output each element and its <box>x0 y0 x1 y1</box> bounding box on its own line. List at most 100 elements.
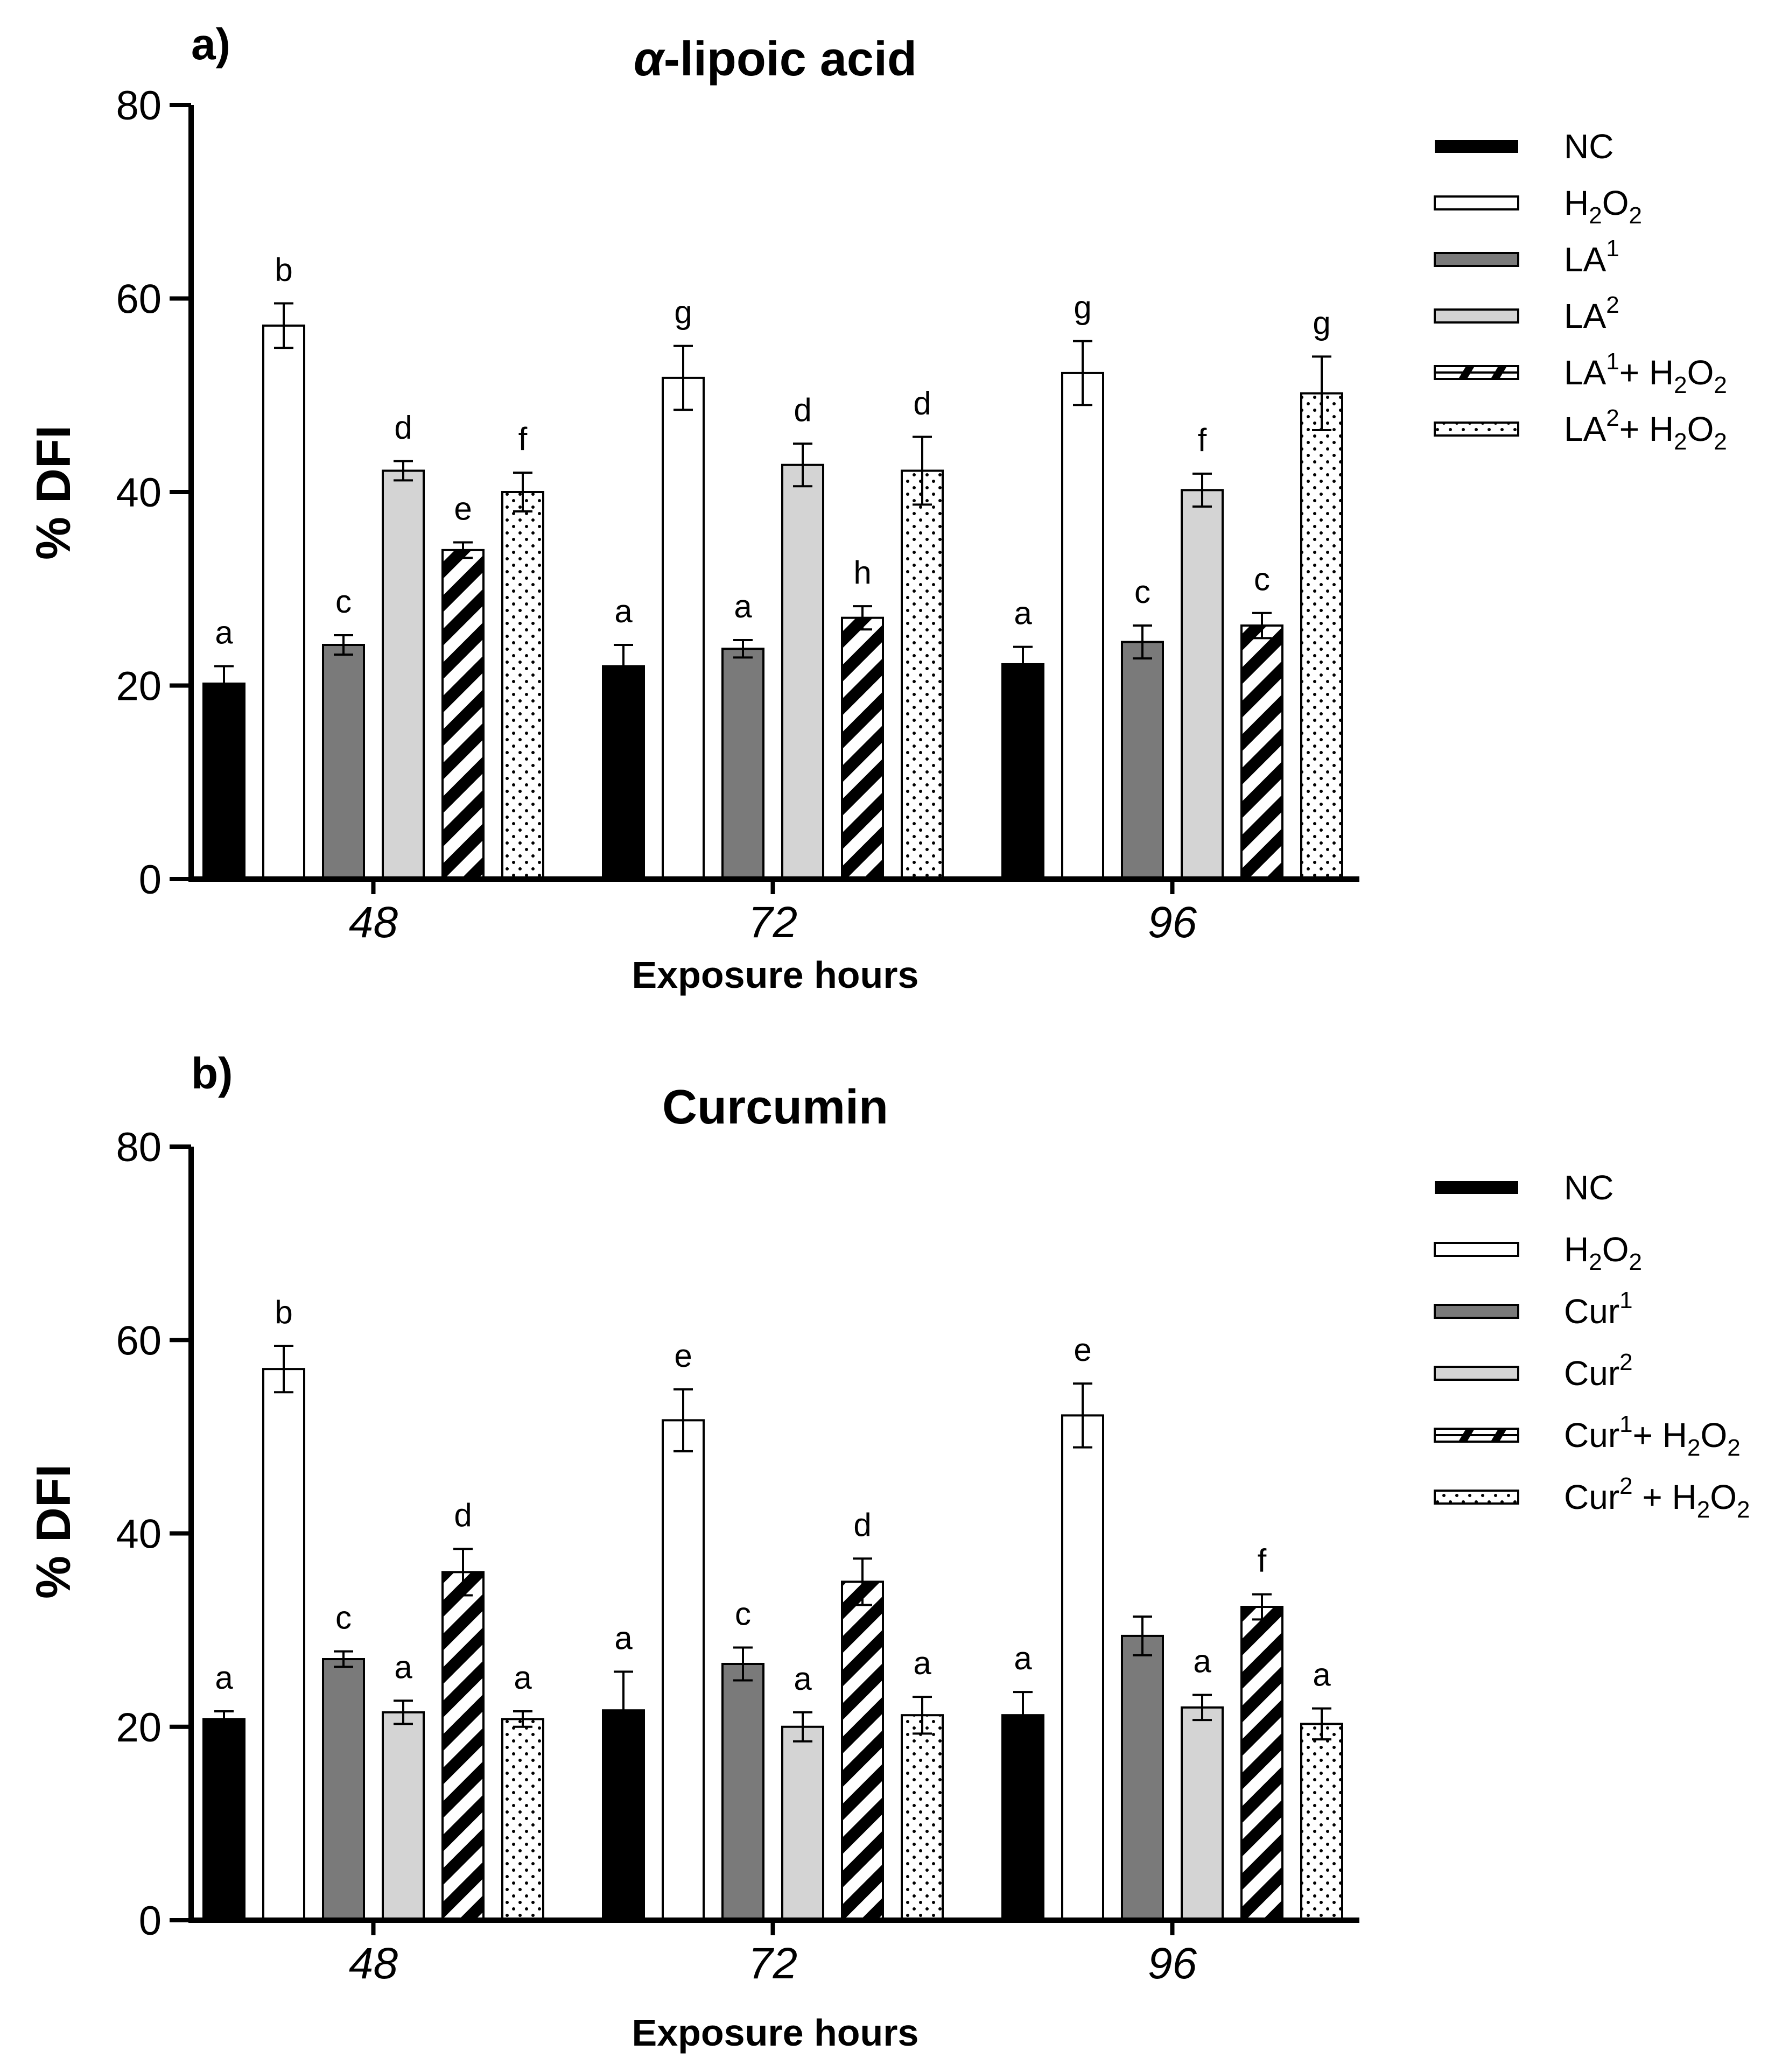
significance-label: g <box>674 294 692 331</box>
significance-label: a <box>215 615 233 651</box>
legend-item: H2O2 <box>1434 1230 1642 1275</box>
chart-title: Curcumin <box>662 1080 888 1134</box>
bar-la1-h2o2-96 <box>1240 624 1283 881</box>
panel-label: b) <box>191 1049 233 1098</box>
x-tick-label: 96 <box>1148 1939 1197 1988</box>
y-tick-label: 40 <box>116 470 162 516</box>
bar-nc-48 <box>202 682 245 881</box>
significance-label: b <box>275 1294 292 1330</box>
bar-nc-96 <box>1001 663 1044 880</box>
x-tick-label: 72 <box>748 898 797 947</box>
bar-la2-h2o2-48 <box>501 491 544 880</box>
bar-cur1-h2o2-72 <box>841 1581 884 1921</box>
x-axis-title: Exposure hours <box>632 954 919 996</box>
legend-label: LA1 <box>1564 235 1619 279</box>
legend-swatch <box>1435 1181 1518 1194</box>
legend-label: LA2 <box>1564 292 1619 335</box>
y-tick-label: 20 <box>116 1705 162 1751</box>
significance-label: a <box>1313 1657 1331 1693</box>
y-axis-title: % DFI <box>27 425 81 560</box>
legend: NC H2O2 LA1 LA2 LA1+ H2O2 LA2+ H2O2 <box>1434 127 1727 455</box>
panel-a: a) α-lipoic acid % DFI Exposure hours aa… <box>27 20 1727 996</box>
significance-label: g <box>1313 305 1330 341</box>
y-tick-label: 60 <box>116 277 162 322</box>
panel-b: b) Curcumin % DFI Exposure hours a a a b e e c… <box>27 1049 1750 2054</box>
bar-nc-72 <box>602 665 645 881</box>
y-tick-label: 0 <box>139 1898 162 1944</box>
bar-la1-h2o2-48 <box>441 549 485 880</box>
significance-label: a <box>215 1660 233 1696</box>
legend-swatch <box>1434 308 1519 324</box>
significance-label: a <box>614 1620 633 1656</box>
y-tick-label: 80 <box>116 1125 162 1170</box>
legend-swatch <box>1434 1366 1519 1381</box>
bar-la1-48 <box>322 644 365 880</box>
legend-swatch <box>1435 140 1518 153</box>
bar-h2o2-48 <box>262 324 305 881</box>
bar-cur2-96 <box>1181 1706 1224 1921</box>
bar-h2o2-48 <box>262 1368 305 1921</box>
significance-label: e <box>674 1338 692 1374</box>
legend-swatch-stripes <box>1459 1430 1506 1441</box>
title-rest: -lipoic acid <box>664 32 917 86</box>
significance-label: a <box>394 1649 412 1685</box>
significance-label: g <box>1074 290 1091 326</box>
legend-item: Cur2 + H2O2 <box>1434 1473 1750 1523</box>
bar-la2-96 <box>1181 489 1224 880</box>
bar-h2o2-96 <box>1061 371 1104 880</box>
legend: NC H2O2 Cur1 Cur2 Cur1+ H2O2 Cur2 + H2O2 <box>1434 1168 1750 1523</box>
legend-item: NC <box>1435 127 1613 166</box>
significance-label: f <box>1198 422 1207 458</box>
bar-la2-h2o2-72 <box>901 469 944 880</box>
significance-label: a <box>614 593 633 629</box>
x-tick-label: 48 <box>349 1939 398 1988</box>
significance-label: d <box>394 409 412 445</box>
legend-item: LA1+ H2O2 <box>1434 348 1727 398</box>
x-tick-label: 72 <box>748 1939 797 1988</box>
legend-item: Cur1 <box>1434 1287 1633 1331</box>
legend-swatch <box>1434 1242 1519 1257</box>
significance-label: a <box>734 588 752 624</box>
legend-swatch <box>1434 195 1519 210</box>
significance-label: a <box>1014 595 1032 631</box>
legend-label: LA1+ H2O2 <box>1564 348 1727 398</box>
significance-label: b <box>275 251 292 287</box>
legend-label: Cur1+ H2O2 <box>1564 1411 1741 1461</box>
bar-h2o2-96 <box>1061 1414 1104 1921</box>
legend-label: NC <box>1564 127 1613 166</box>
bar-la2-72 <box>781 463 824 880</box>
legend-label: NC <box>1564 1168 1613 1207</box>
significance-label: c <box>1254 561 1270 598</box>
significance-label: d <box>853 1507 871 1543</box>
bar-h2o2-72 <box>662 1419 705 1922</box>
legend-item: Cur1+ H2O2 <box>1434 1411 1741 1461</box>
bar-cur2-h2o2-72 <box>901 1714 944 1922</box>
significance-label: d <box>454 1497 472 1533</box>
bar-cur1-48 <box>322 1658 365 1921</box>
legend-item: LA2+ H2O2 <box>1434 405 1727 455</box>
bar-cur1-h2o2-96 <box>1240 1606 1283 1921</box>
y-axis-title: % DFI <box>27 1464 81 1599</box>
bar-h2o2-72 <box>662 376 705 880</box>
legend-swatch <box>1434 1490 1519 1505</box>
x-tick-label: 96 <box>1148 898 1197 947</box>
legend-item: LA2 <box>1434 292 1619 335</box>
significance-label: d <box>794 392 811 428</box>
legend-label: LA2+ H2O2 <box>1564 405 1727 455</box>
significance-label: e <box>1074 1332 1091 1368</box>
significance-label: a <box>1193 1643 1211 1679</box>
panel-label: a) <box>191 20 230 69</box>
significance-label: c <box>335 1600 352 1636</box>
bar-cur2-72 <box>781 1725 824 1921</box>
bar-la1-72 <box>721 648 764 880</box>
significance-label: d <box>913 385 931 422</box>
bar-nc-48 <box>202 1718 245 1921</box>
x-axis-title: Exposure hours <box>632 2012 919 2054</box>
legend-item: Cur2 <box>1434 1349 1633 1393</box>
significance-label: a <box>913 1645 931 1681</box>
significance-label: c <box>735 1596 751 1632</box>
legend-swatch <box>1434 1304 1519 1319</box>
significance-label: a <box>514 1660 532 1696</box>
significance-label: c <box>335 584 352 620</box>
